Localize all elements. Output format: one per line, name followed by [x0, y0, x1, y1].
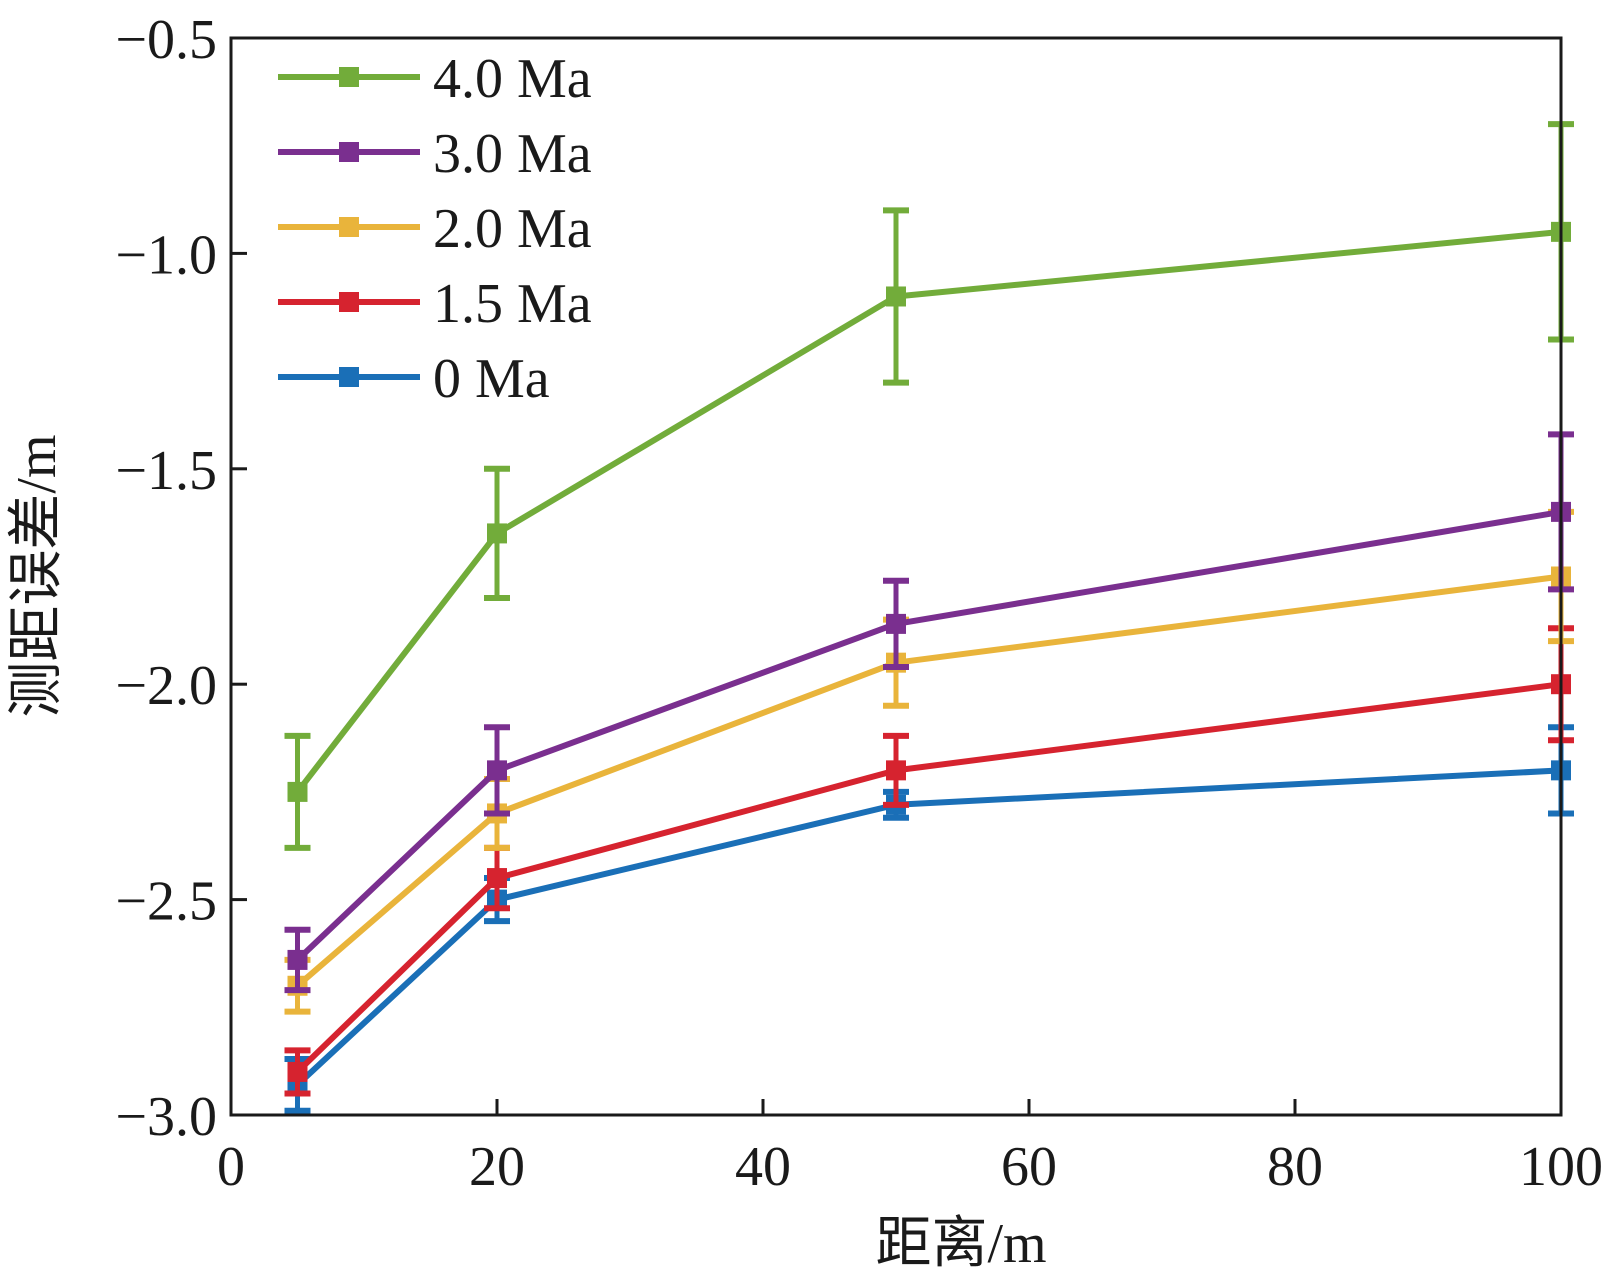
x-tick-label: 60: [1001, 1136, 1057, 1198]
y-tick-label: −1.0: [115, 224, 217, 286]
series-line: [295, 767, 1562, 1087]
y-tick-label: −1.5: [115, 440, 217, 502]
legend-item-4: 0 Ma: [278, 348, 550, 410]
y-tick-label: −2.5: [115, 871, 217, 933]
data-point: [287, 949, 308, 970]
legend-label: 0 Ma: [433, 348, 550, 410]
plot-frame: [229, 36, 1563, 1117]
x-tick-label: 80: [1267, 1136, 1323, 1198]
y-axis-label: 测距误差/m: [6, 434, 68, 717]
ticks-layer: 0 20 40 60 80 100 −3.0 −2.5 −2.0 −1.5 −1.0 −0.5: [115, 9, 1603, 1198]
series-line: [295, 228, 1562, 794]
data-point: [487, 760, 507, 781]
data-point: [487, 868, 507, 889]
legend-swatch-marker: [339, 67, 359, 87]
series-3: [284, 625, 1574, 1097]
data-point: [886, 286, 906, 307]
data-point: [287, 781, 308, 802]
y-tick-label: −0.5: [115, 9, 217, 71]
series-line: [295, 508, 1562, 963]
x-axis-label: 距离/m: [875, 1213, 1046, 1275]
series-2: [284, 508, 1574, 1015]
legend-label: 3.0 Ma: [433, 123, 592, 185]
legend-swatch-marker: [339, 142, 359, 162]
x-tick-label: 20: [469, 1136, 525, 1198]
data-point: [487, 523, 507, 544]
legend-item-1: 3.0 Ma: [278, 123, 592, 185]
legend-item-2: 2.0 Ma: [278, 198, 592, 260]
y-tick-label: −2.0: [115, 655, 217, 717]
legend-label: 2.0 Ma: [433, 198, 592, 260]
legend-swatch-marker: [339, 292, 359, 312]
legend: 4.0 Ma 3.0 Ma 2.0 Ma 1.5 Ma 0 Ma: [278, 48, 592, 410]
x-tick-label: 40: [735, 1136, 791, 1198]
data-point: [886, 760, 906, 781]
x-tick-label: 100: [1519, 1136, 1603, 1198]
x-tick-label: 0: [217, 1136, 245, 1198]
series-line: [295, 681, 1562, 1075]
legend-swatch-marker: [339, 367, 359, 387]
series-line: [295, 573, 1562, 989]
data-point: [287, 1061, 308, 1082]
legend-item-3: 1.5 Ma: [278, 273, 592, 335]
data-point: [886, 613, 906, 634]
legend-label: 1.5 Ma: [433, 273, 592, 335]
legend-label: 4.0 Ma: [433, 48, 592, 110]
legend-item-0: 4.0 Ma: [278, 48, 592, 110]
legend-swatch-marker: [339, 217, 359, 237]
y-tick-label: −3.0: [115, 1086, 217, 1148]
series-1: [284, 431, 1574, 994]
